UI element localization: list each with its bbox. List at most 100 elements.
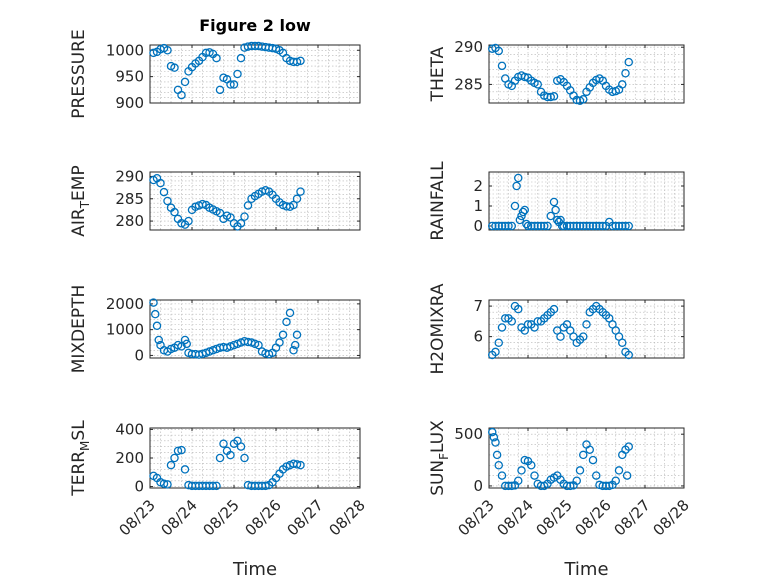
- data-point: [182, 339, 191, 349]
- data-point: [212, 53, 221, 63]
- data-point: [236, 442, 246, 451]
- data-point: [514, 304, 523, 314]
- data-point: [177, 342, 186, 351]
- x-tick-label: 08/25: [200, 496, 243, 539]
- y-axis-label: SUNFLUX: [428, 420, 451, 496]
- data-point: [494, 221, 503, 231]
- data-point: [546, 92, 556, 102]
- x-axis-label: Time: [232, 559, 277, 580]
- data-point: [549, 304, 559, 314]
- data-point: [236, 219, 246, 228]
- data-point: [611, 476, 621, 486]
- data-point: [198, 199, 207, 209]
- data-point: [618, 80, 627, 89]
- data-point: [527, 221, 536, 231]
- data-point: [514, 173, 523, 183]
- data-point: [289, 200, 298, 210]
- data-point: [553, 215, 562, 225]
- data-point: [575, 466, 585, 475]
- data-point: [598, 221, 608, 231]
- data-point: [494, 46, 503, 56]
- data-point: [579, 95, 588, 104]
- data-point: [572, 476, 582, 486]
- data-point: [177, 90, 186, 100]
- data-point: [491, 221, 500, 231]
- data-point: [292, 330, 302, 340]
- data-point: [173, 446, 183, 456]
- data-point: [530, 221, 539, 231]
- data-point: [588, 221, 598, 231]
- data-point: [507, 481, 516, 491]
- data-point: [492, 450, 502, 460]
- data-point: [219, 439, 228, 448]
- data-point: [562, 481, 572, 491]
- y-tick-label: 0: [134, 346, 144, 364]
- data-point: [226, 80, 235, 89]
- data-point: [500, 481, 510, 491]
- data-point: [518, 207, 528, 217]
- data-point: [240, 453, 249, 463]
- data-point: [494, 338, 503, 347]
- data-point: [296, 56, 305, 66]
- data-point: [159, 187, 169, 197]
- data-point: [489, 433, 499, 442]
- data-point: [510, 201, 520, 211]
- data-point: [215, 453, 225, 463]
- data-point: [254, 340, 263, 350]
- data-point: [579, 221, 588, 231]
- y-tick-label: 1: [473, 197, 483, 215]
- y-axis-label: AIRTEMP: [69, 165, 92, 236]
- data-point: [494, 460, 503, 470]
- data-point: [608, 221, 617, 231]
- data-point: [527, 460, 536, 470]
- data-point: [282, 317, 291, 327]
- data-point: [618, 338, 627, 347]
- data-point: [150, 309, 160, 319]
- data-point: [163, 46, 172, 55]
- x-axis-label: Time: [563, 559, 608, 580]
- data-point: [624, 57, 634, 67]
- panel-theta: 285 290 THETA: [428, 38, 685, 106]
- panel-mixdepth: 0 1000 2000 MIXDEPTH: [69, 285, 361, 373]
- data-point: [180, 335, 190, 345]
- data-point: [520, 72, 530, 82]
- data-point: [507, 221, 516, 231]
- data-point: [497, 471, 507, 480]
- data-point: [546, 211, 556, 221]
- y-tick-label: 6: [473, 328, 483, 346]
- axes-frame: [488, 427, 685, 489]
- data-point: [562, 221, 572, 231]
- y-tick-label: 290: [115, 167, 144, 185]
- data-point: [236, 53, 246, 63]
- data-point: [504, 221, 513, 231]
- data-point: [566, 221, 575, 231]
- data-point: [504, 481, 513, 491]
- data-point: [163, 196, 172, 206]
- data-point: [497, 221, 507, 231]
- y-tick-label: 950: [115, 68, 144, 86]
- data-point: [180, 77, 190, 87]
- data-point: [229, 80, 239, 89]
- data-point: [149, 48, 158, 58]
- y-axis-label: PRESSURE: [69, 29, 89, 118]
- x-tick-label: 08/23: [116, 496, 159, 539]
- data-point: [226, 450, 235, 460]
- x-tick-label: 08/24: [494, 496, 537, 539]
- data-point: [614, 466, 624, 475]
- data-point: [166, 460, 176, 470]
- data-point: [549, 197, 559, 207]
- data-point: [159, 479, 169, 488]
- y-axis-label: RAINFALL: [428, 161, 448, 241]
- data-point: [233, 69, 242, 79]
- data-point: [585, 445, 595, 454]
- y-tick-label: 200: [115, 449, 144, 467]
- data-point: [212, 481, 221, 491]
- data-point: [240, 212, 249, 221]
- x-tick-label: 08/28: [326, 496, 369, 539]
- data-point: [512, 181, 521, 191]
- data-point: [292, 194, 302, 204]
- data-point: [624, 350, 634, 360]
- y-tick-label: 290: [454, 38, 483, 56]
- y-tick-label: 285: [454, 75, 483, 93]
- data-point: [533, 221, 543, 231]
